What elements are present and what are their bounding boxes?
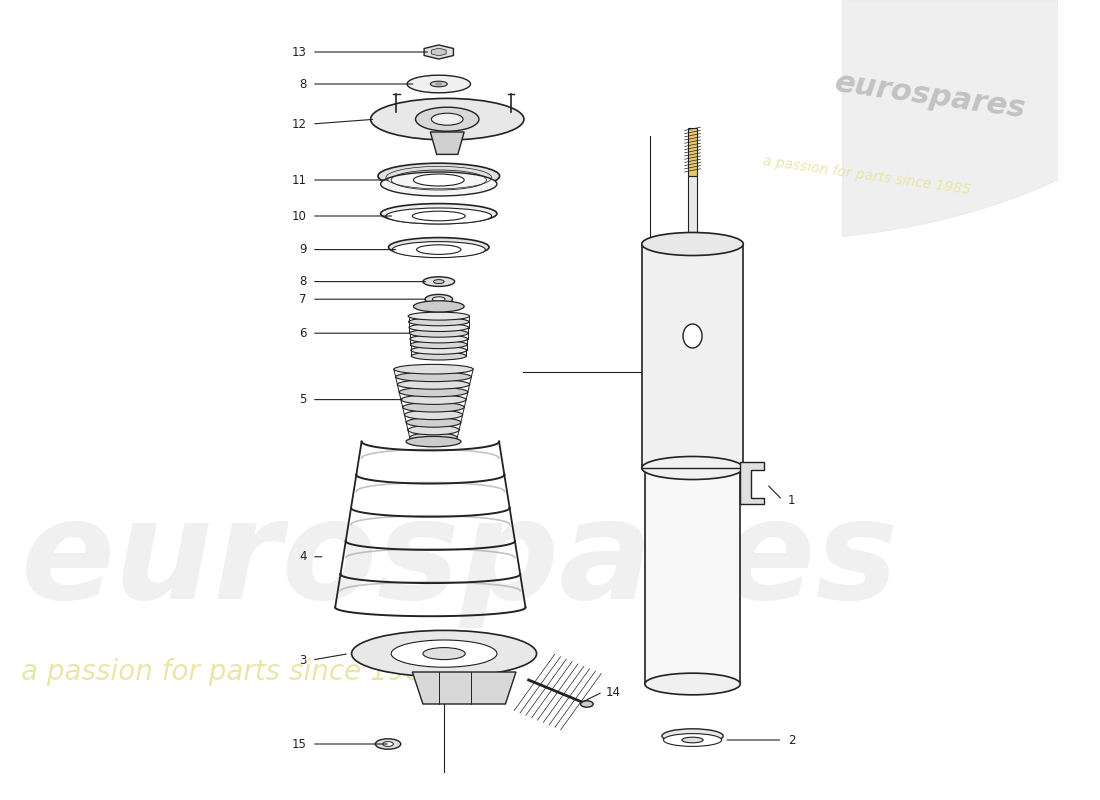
Ellipse shape — [683, 324, 702, 348]
Text: 11: 11 — [292, 174, 307, 186]
Ellipse shape — [430, 82, 448, 86]
Ellipse shape — [405, 410, 463, 419]
Ellipse shape — [392, 640, 497, 667]
Text: 8: 8 — [299, 78, 307, 90]
Ellipse shape — [371, 98, 524, 140]
Polygon shape — [740, 462, 763, 504]
Ellipse shape — [406, 418, 461, 427]
Ellipse shape — [414, 301, 464, 312]
Bar — [645, 468, 740, 684]
Ellipse shape — [410, 346, 466, 354]
Polygon shape — [430, 132, 464, 154]
Ellipse shape — [408, 312, 470, 320]
Ellipse shape — [414, 174, 464, 186]
Ellipse shape — [393, 242, 485, 258]
Ellipse shape — [431, 114, 463, 126]
Polygon shape — [425, 45, 453, 59]
Ellipse shape — [408, 318, 469, 326]
Ellipse shape — [400, 394, 466, 404]
Text: 8: 8 — [299, 275, 307, 288]
Ellipse shape — [409, 323, 469, 331]
Text: 13: 13 — [292, 46, 307, 58]
Text: 15: 15 — [292, 738, 307, 750]
Text: 14: 14 — [606, 686, 620, 698]
Ellipse shape — [375, 739, 400, 749]
Text: 1: 1 — [788, 494, 795, 506]
Bar — [641, 244, 744, 468]
Ellipse shape — [662, 729, 723, 743]
Ellipse shape — [433, 280, 444, 284]
Ellipse shape — [411, 352, 466, 360]
Ellipse shape — [406, 437, 461, 446]
Text: a passion for parts since 1985: a passion for parts since 1985 — [762, 154, 971, 198]
Ellipse shape — [663, 734, 722, 746]
Ellipse shape — [403, 402, 464, 412]
Text: eurospares: eurospares — [21, 493, 900, 627]
Text: 12: 12 — [292, 118, 307, 130]
Ellipse shape — [394, 364, 473, 374]
Bar — [688, 128, 697, 176]
Text: 6: 6 — [299, 326, 307, 340]
Text: 2: 2 — [788, 734, 795, 746]
Ellipse shape — [397, 379, 470, 389]
Ellipse shape — [352, 630, 537, 677]
Ellipse shape — [408, 426, 459, 435]
Text: 10: 10 — [292, 210, 307, 222]
Ellipse shape — [388, 238, 490, 257]
Ellipse shape — [399, 387, 468, 397]
Ellipse shape — [417, 245, 461, 254]
Ellipse shape — [410, 341, 468, 349]
Bar — [688, 176, 697, 244]
Ellipse shape — [641, 233, 744, 255]
Text: eurospares: eurospares — [833, 68, 1027, 124]
Text: 4: 4 — [299, 550, 307, 563]
Ellipse shape — [682, 738, 703, 742]
Ellipse shape — [422, 648, 465, 659]
Ellipse shape — [432, 297, 446, 302]
Ellipse shape — [436, 82, 442, 86]
Ellipse shape — [641, 457, 744, 479]
Text: 5: 5 — [299, 393, 307, 406]
Ellipse shape — [416, 107, 478, 131]
Ellipse shape — [581, 701, 593, 707]
Ellipse shape — [378, 163, 499, 189]
Ellipse shape — [386, 208, 492, 224]
Ellipse shape — [381, 204, 497, 223]
Text: 9: 9 — [299, 243, 307, 256]
Ellipse shape — [409, 433, 458, 442]
Ellipse shape — [407, 75, 471, 93]
Ellipse shape — [412, 211, 465, 221]
Text: 3: 3 — [299, 654, 307, 666]
Ellipse shape — [410, 335, 468, 343]
Ellipse shape — [645, 673, 740, 695]
Ellipse shape — [383, 742, 394, 746]
Ellipse shape — [381, 172, 497, 196]
Ellipse shape — [422, 277, 454, 286]
Ellipse shape — [409, 330, 469, 338]
Ellipse shape — [396, 372, 472, 382]
Polygon shape — [412, 672, 516, 704]
Text: 7: 7 — [299, 293, 307, 306]
Polygon shape — [431, 48, 447, 56]
Text: a passion for parts since 1985: a passion for parts since 1985 — [21, 658, 441, 686]
Ellipse shape — [425, 294, 452, 304]
